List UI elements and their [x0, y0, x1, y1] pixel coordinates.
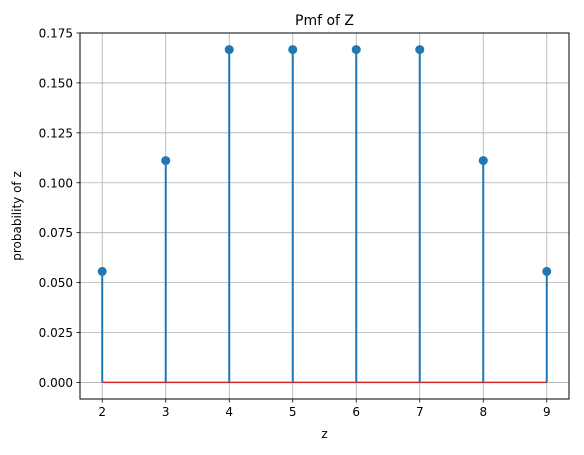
- x-tick-label: 9: [543, 405, 551, 419]
- stem-marker: [161, 156, 171, 166]
- y-tick-label: 0.000: [39, 376, 73, 390]
- chart-title: Pmf of Z: [295, 13, 354, 29]
- x-tick-label: 7: [416, 405, 424, 419]
- y-tick-label: 0.050: [39, 276, 73, 290]
- stem-marker: [288, 45, 298, 55]
- x-tick-label: 5: [289, 405, 297, 419]
- stem-marker: [97, 266, 107, 276]
- y-tick-label: 0.025: [39, 326, 73, 340]
- stem-marker: [224, 45, 234, 55]
- x-axis-title: z: [321, 427, 327, 441]
- stem-layer: [97, 45, 552, 383]
- tick-layer: 2 3 4 5 6 7 8 9 0.000 0.025 0.050 0.075 0.100 0.125 0.…: [39, 27, 551, 420]
- y-tick-label: 0.150: [39, 76, 73, 90]
- stem-marker: [351, 45, 361, 55]
- stem-marker: [478, 156, 488, 166]
- y-tick-label: 0.125: [39, 126, 73, 140]
- y-tick-label: 0.075: [39, 226, 73, 240]
- stem-marker: [542, 266, 552, 276]
- x-tick-label: 3: [162, 405, 170, 419]
- x-tick-label: 4: [225, 405, 233, 419]
- y-tick-label: 0.175: [39, 27, 73, 41]
- x-tick-label: 6: [352, 405, 360, 419]
- y-axis-title: probability of z: [10, 171, 24, 261]
- x-tick-label: 8: [479, 405, 487, 419]
- x-tick-label: 2: [98, 405, 106, 419]
- y-tick-label: 0.100: [39, 176, 73, 190]
- stem-marker: [415, 45, 425, 55]
- plot-frame: [79, 32, 570, 400]
